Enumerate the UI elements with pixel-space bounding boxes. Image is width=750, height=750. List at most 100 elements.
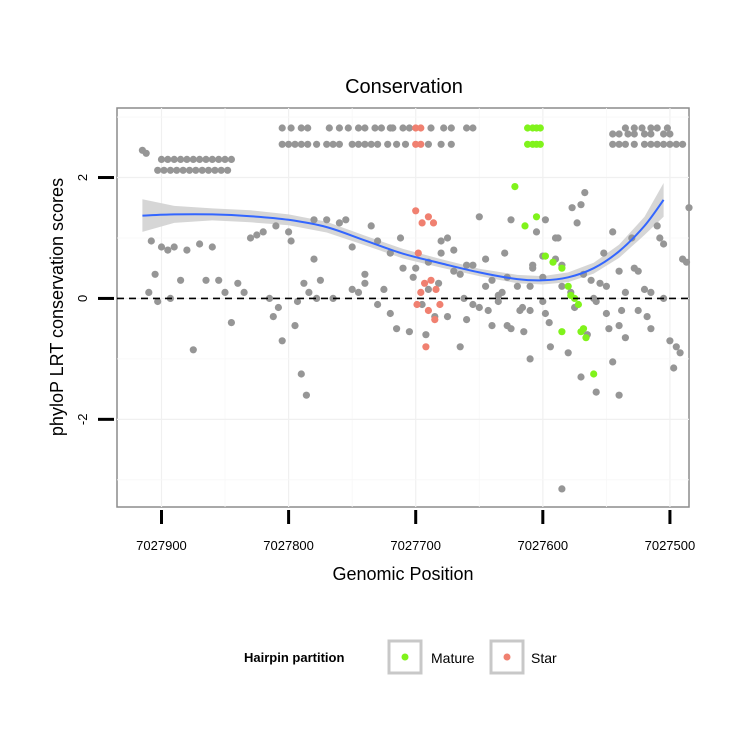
point-other <box>302 391 310 399</box>
point-other <box>440 124 448 132</box>
point-other <box>367 140 375 148</box>
point-other <box>526 355 534 363</box>
point-other <box>450 267 458 275</box>
point-other <box>154 297 162 306</box>
point-other <box>335 140 343 148</box>
point-other <box>164 155 172 163</box>
x-tick-label: 7027800 <box>263 538 314 553</box>
point-other <box>166 166 174 174</box>
point-other <box>196 155 204 163</box>
point-other <box>304 124 312 132</box>
point-mature <box>579 325 588 333</box>
point-other <box>447 124 455 132</box>
point-other <box>609 130 617 138</box>
y-tick-label: 2 <box>75 174 90 181</box>
point-other <box>164 246 172 254</box>
point-other <box>602 309 611 318</box>
point-other <box>293 297 302 306</box>
point-other <box>450 246 458 254</box>
point-other <box>532 228 541 236</box>
point-star <box>427 276 435 284</box>
point-other <box>518 303 527 312</box>
point-other <box>401 140 410 148</box>
point-other <box>424 285 432 293</box>
point-other <box>374 140 382 148</box>
point-other <box>573 219 581 227</box>
point-other <box>615 267 623 275</box>
x-tick-label: 7027900 <box>136 538 187 553</box>
point-other <box>389 124 397 132</box>
point-star <box>417 288 425 296</box>
point-other <box>437 249 445 257</box>
point-star <box>424 213 432 221</box>
point-other <box>427 124 435 132</box>
point-other <box>456 343 464 351</box>
point-other <box>621 124 630 132</box>
point-other <box>405 124 413 132</box>
point-other <box>393 140 401 148</box>
point-other <box>224 166 232 174</box>
point-other <box>568 204 576 212</box>
x-tick-label: 7027600 <box>518 538 569 553</box>
x-tick-label: 7027700 <box>390 538 441 553</box>
point-other <box>647 130 655 138</box>
point-other <box>145 288 153 296</box>
point-star <box>424 306 432 315</box>
point-mature <box>524 140 532 148</box>
point-other <box>685 204 693 212</box>
point-other <box>367 222 375 230</box>
point-other <box>151 270 159 278</box>
point-other <box>227 155 235 163</box>
point-other <box>600 249 608 257</box>
point-other <box>380 285 388 293</box>
point-other <box>313 294 321 302</box>
point-other <box>287 124 295 132</box>
point-other <box>676 349 684 357</box>
point-mature <box>574 300 583 309</box>
legend-dot-mature <box>401 653 409 661</box>
legend-label-star: Star <box>531 650 557 666</box>
point-other <box>672 140 680 148</box>
y-tick-label: -2 <box>75 414 90 426</box>
point-star <box>412 140 420 148</box>
point-other <box>399 124 407 132</box>
point-other <box>215 276 223 284</box>
point-other <box>183 246 191 254</box>
point-other <box>609 228 617 236</box>
point-other <box>399 264 407 272</box>
point-other <box>564 349 572 357</box>
point-mature <box>558 264 566 272</box>
point-other <box>592 388 600 396</box>
point-star <box>422 343 430 351</box>
smooth-curve <box>142 199 665 282</box>
point-other <box>615 322 623 330</box>
point-other <box>526 306 534 315</box>
point-other <box>211 166 219 174</box>
point-other <box>520 328 528 336</box>
data-points <box>138 124 693 493</box>
point-other <box>189 346 197 354</box>
point-other <box>488 322 496 330</box>
point-other <box>405 328 413 336</box>
point-other <box>329 140 337 148</box>
point-other <box>361 124 369 132</box>
point-star <box>412 124 420 132</box>
point-other <box>602 282 611 290</box>
point-other <box>463 261 471 269</box>
point-other <box>640 285 649 293</box>
point-other <box>539 297 547 306</box>
point-other <box>630 140 638 148</box>
point-other <box>630 130 638 138</box>
grid-lines <box>117 108 689 507</box>
point-other <box>278 140 286 148</box>
point-other <box>640 140 649 148</box>
point-other <box>615 140 623 148</box>
point-other <box>272 222 280 230</box>
point-other <box>437 237 445 245</box>
point-other <box>173 166 181 174</box>
point-other <box>196 240 204 248</box>
point-other <box>621 288 630 296</box>
point-other <box>630 124 638 132</box>
point-other <box>221 155 229 163</box>
